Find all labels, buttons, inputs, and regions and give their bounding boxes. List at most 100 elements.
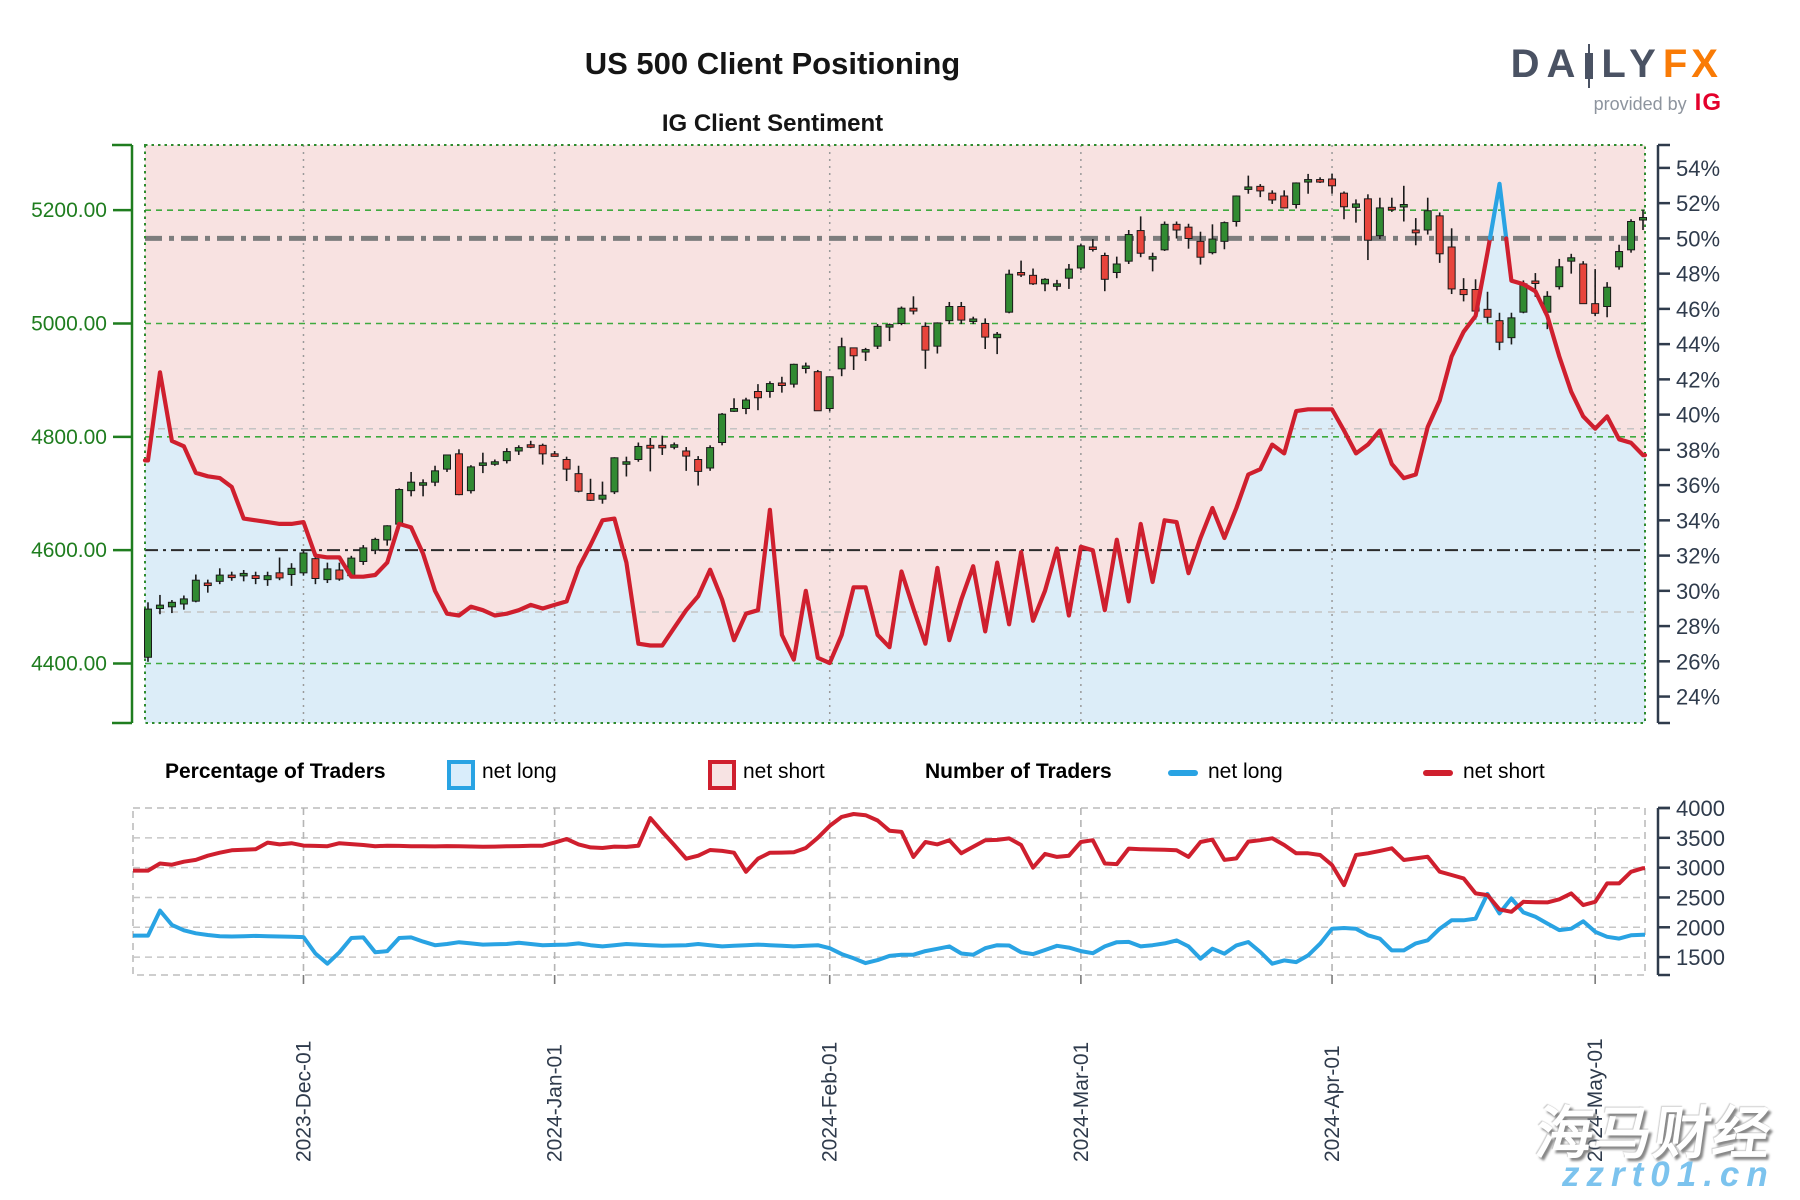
candle-up <box>1052 283 1061 287</box>
legend-swatch-num-net-long <box>1168 770 1198 776</box>
candle-up <box>1076 245 1085 269</box>
candle-down <box>538 444 547 455</box>
candle-down <box>753 391 762 399</box>
percent-tick-label: 42% <box>1676 367 1720 392</box>
percent-tick-label: 48% <box>1676 262 1720 287</box>
candle-down <box>1100 255 1109 280</box>
candles <box>144 173 1647 662</box>
date-axis: 2023-Dec-01 2024-Jan-01 2024-Feb-01 2024-Ma… <box>292 975 1607 1162</box>
candle-up <box>1567 257 1576 262</box>
candle-up <box>801 365 810 369</box>
percent-tick-label: 54% <box>1676 156 1720 181</box>
count-axis: 4000 3500 3000 2500 2000 1500 <box>1656 796 1725 977</box>
candle-up <box>359 547 368 563</box>
candle-up <box>598 494 607 500</box>
candle-up <box>155 604 164 610</box>
candle-up <box>502 451 511 462</box>
candle-up <box>1627 221 1636 251</box>
candle-up <box>383 525 392 541</box>
price-tick-label: 4400.00 <box>31 653 107 676</box>
candle-down <box>1280 195 1289 209</box>
candle-up <box>825 376 834 409</box>
percent-tick-label: 26% <box>1676 649 1720 674</box>
percent-tick-label: 34% <box>1676 508 1720 533</box>
candle-up <box>1507 317 1516 339</box>
candle-up <box>993 333 1002 339</box>
count-tick-label: 4000 <box>1676 796 1725 821</box>
percent-tick-label: 40% <box>1676 403 1720 428</box>
candle-up <box>1375 207 1384 237</box>
candle-up <box>1005 273 1014 313</box>
candle-up <box>371 538 380 551</box>
candle-down <box>849 347 858 357</box>
candle-down <box>1268 192 1277 201</box>
candle-down <box>562 459 571 470</box>
candle-down <box>909 307 918 312</box>
percent-tick-label: 52% <box>1676 191 1720 216</box>
dailyfx-wordmark: DA LYFX <box>1510 42 1722 88</box>
candle-down <box>1172 223 1181 231</box>
candle-up <box>215 574 224 582</box>
candle-down <box>311 558 320 580</box>
candle-down <box>1316 179 1325 183</box>
candle-down <box>586 493 595 501</box>
count-tick-label: 2000 <box>1676 915 1725 940</box>
candle-down <box>1447 246 1456 290</box>
candle-up <box>1220 222 1229 242</box>
candle-up <box>299 552 308 574</box>
provided-by-line: provided by IG <box>1593 89 1722 116</box>
sentiment-line-net-short <box>1504 236 1648 458</box>
candle-down <box>275 572 284 579</box>
candle-up <box>1555 266 1564 288</box>
price-tick-label: 4600.00 <box>31 539 107 562</box>
legend-label-pct-net-short: net short <box>743 760 825 783</box>
candle-down <box>1088 246 1097 250</box>
sentiment-line-net-long <box>1487 181 1509 241</box>
candle-up <box>1064 268 1073 279</box>
candle-up <box>191 579 200 602</box>
candle-up <box>514 447 523 452</box>
candlestick-icon <box>1585 44 1594 88</box>
candle-up <box>765 383 774 393</box>
candle-up <box>718 413 727 443</box>
candle-down <box>921 325 930 351</box>
candle-down <box>1256 185 1265 192</box>
candle-up <box>873 325 882 347</box>
candle-up <box>323 568 332 581</box>
candle-down <box>1029 274 1038 285</box>
percent-tick-label: 30% <box>1676 579 1720 604</box>
candle-up <box>670 444 679 448</box>
candle-up <box>1041 278 1049 285</box>
legend-swatch-pct-net-short <box>708 760 736 790</box>
candle-up <box>933 322 942 347</box>
candle-down <box>550 453 559 457</box>
candle-down <box>777 382 786 386</box>
candle-up <box>1639 217 1647 221</box>
candle-down <box>1591 303 1600 314</box>
candle-down <box>1363 198 1372 241</box>
candle-up <box>478 462 487 466</box>
count-tick-label: 3500 <box>1676 826 1725 851</box>
percent-tick-label: 24% <box>1676 685 1720 710</box>
page-title: US 500 Client Positioning <box>584 46 961 81</box>
count-tick-label: 2500 <box>1676 885 1725 910</box>
candle-up <box>1603 286 1612 308</box>
percent-tick-label: 50% <box>1676 226 1720 251</box>
candle-down <box>203 582 212 587</box>
count-tick-label: 3000 <box>1676 856 1725 881</box>
candle-down <box>1017 272 1026 276</box>
percent-tick-label: 38% <box>1676 438 1720 463</box>
top-chart-border <box>144 144 1646 724</box>
candle-up <box>837 346 846 370</box>
legend-label-num-net-long: net long <box>1208 760 1283 783</box>
candle-up <box>1615 251 1624 268</box>
candle-down <box>1579 263 1588 305</box>
net-long-fill <box>145 183 1645 724</box>
ig-logo: IG <box>1694 89 1722 116</box>
candle-down <box>1483 308 1492 318</box>
candle-up <box>1208 238 1217 254</box>
candle-down <box>574 473 583 492</box>
date-tick-label: 2024-May-01 <box>1584 1038 1607 1162</box>
candle-down <box>694 459 703 472</box>
